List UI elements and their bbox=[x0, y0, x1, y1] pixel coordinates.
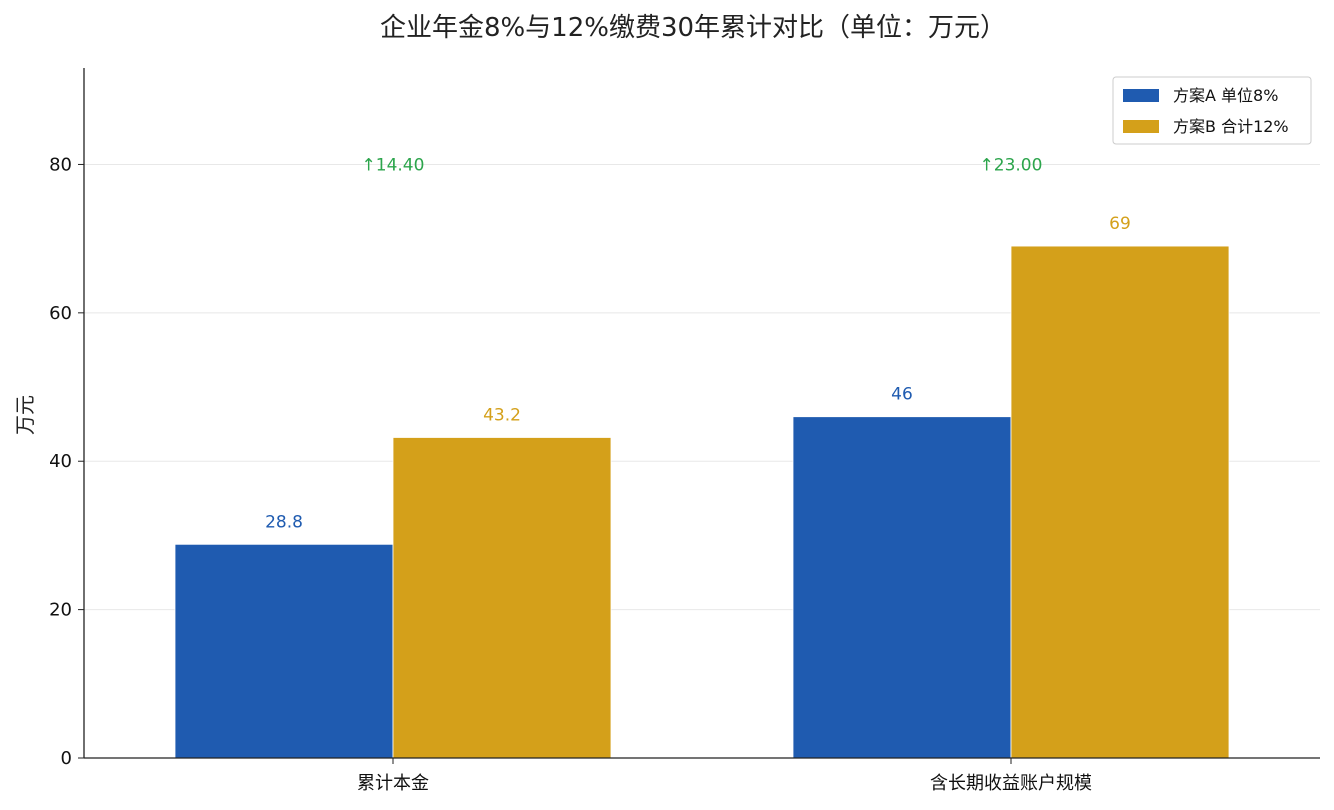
y-tick-label: 80 bbox=[49, 154, 72, 175]
y-axis-label: 万元 bbox=[13, 395, 37, 435]
bar bbox=[792, 416, 1012, 759]
x-tick-label: 累计本金 bbox=[357, 773, 429, 794]
chart-title: 企业年金8%与12%缴费30年累计对比（单位：万元） bbox=[380, 13, 1006, 43]
bars bbox=[174, 245, 1230, 759]
legend-label: 方案A 单位8% bbox=[1173, 86, 1278, 105]
legend-swatch bbox=[1123, 120, 1159, 133]
value-label: 28.8 bbox=[265, 512, 303, 532]
y-tick-label: 0 bbox=[61, 748, 72, 769]
difference-annotation: ↑23.00 bbox=[980, 155, 1043, 175]
bar bbox=[392, 437, 612, 759]
data-labels: 28.8 43.2 46 69 ↑14.40 ↑23.00 bbox=[265, 155, 1131, 532]
value-label: 69 bbox=[1109, 214, 1131, 234]
bar bbox=[174, 543, 394, 759]
value-label: 46 bbox=[891, 385, 913, 405]
y-tick-label: 40 bbox=[49, 451, 72, 472]
axes: 0 20 40 60 80 累计本金 含长期收益账户规模 bbox=[49, 68, 1320, 794]
y-tick-label: 20 bbox=[49, 600, 72, 621]
legend: 方案A 单位8% 方案B 合计12% bbox=[1112, 76, 1312, 145]
difference-annotation: ↑14.40 bbox=[362, 155, 425, 175]
value-label: 43.2 bbox=[483, 405, 521, 425]
y-tick-label: 60 bbox=[49, 303, 72, 324]
legend-label: 方案B 合计12% bbox=[1173, 117, 1289, 136]
legend-swatch bbox=[1123, 89, 1159, 102]
legend-box bbox=[1112, 76, 1312, 145]
bar bbox=[1010, 245, 1230, 759]
x-tick-label: 含长期收益账户规模 bbox=[930, 773, 1092, 794]
